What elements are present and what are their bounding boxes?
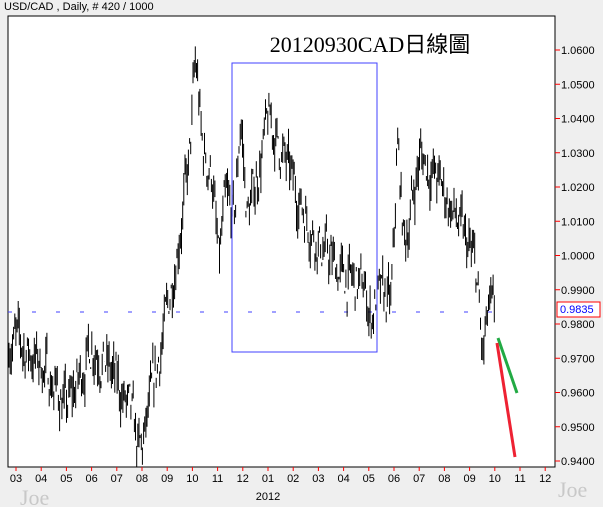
x-tick-label: 05 — [60, 473, 72, 485]
x-tick-label: 03 — [312, 473, 324, 485]
red-trend-line — [495, 342, 517, 458]
y-tick-label: 1.0600 — [561, 45, 595, 57]
highlight-box — [231, 62, 378, 353]
x-tick-label: 06 — [85, 473, 97, 485]
x-tick-label: 03 — [10, 473, 22, 485]
y-tick-label: 1.0500 — [561, 79, 595, 91]
y-tick-label: 0.9600 — [561, 388, 595, 400]
x-tick-label: 09 — [463, 473, 475, 485]
y-tick-label: 0.9500 — [561, 422, 595, 434]
x-tick-label: 07 — [413, 473, 425, 485]
x-tick-label: 08 — [438, 473, 450, 485]
y-tick-label: 1.0400 — [561, 114, 595, 126]
x-tick-label: 04 — [35, 473, 47, 485]
y-tick-label: 1.0300 — [561, 148, 595, 160]
green-trend-line — [496, 337, 519, 394]
x-tick-label: 06 — [388, 473, 400, 485]
last-price-label: 0.9835 — [560, 304, 594, 316]
watermark-left: Joe — [20, 485, 50, 507]
chart-title: 20120930CAD日線圖 — [270, 32, 470, 57]
x-tick-label: 11 — [212, 473, 223, 485]
x-tick-label: 10 — [186, 473, 198, 485]
x-tick-label: 05 — [363, 473, 375, 485]
watermark-right: Joe — [558, 477, 588, 502]
x-tick-label: 01 — [262, 473, 274, 485]
x-tick-label: 08 — [136, 473, 148, 485]
y-tick-label: 0.9900 — [561, 285, 595, 297]
x-tick-label: 11 — [514, 473, 525, 485]
x-tick-label: 02 — [287, 473, 299, 485]
x-tick-label: 09 — [161, 473, 173, 485]
year-label: 2012 — [256, 491, 280, 503]
y-tick-label: 0.9700 — [561, 353, 595, 365]
x-tick-label: 12 — [237, 473, 249, 485]
y-tick-label: 0.9400 — [561, 456, 595, 468]
chart-header: USD/CAD , Daily, # 420 / 1000 — [4, 1, 154, 13]
y-tick-label: 1.0000 — [561, 251, 595, 263]
plot-area — [7, 15, 556, 468]
y-tick-label: 1.0200 — [561, 182, 595, 194]
y-tick-label: 0.9800 — [561, 319, 595, 331]
x-tick-label: 12 — [539, 473, 551, 485]
x-tick-label: 04 — [337, 473, 349, 485]
x-tick-label: 07 — [111, 473, 123, 485]
x-tick-label: 10 — [489, 473, 501, 485]
last-price-box — [556, 301, 601, 318]
y-tick-label: 1.0100 — [561, 216, 595, 228]
